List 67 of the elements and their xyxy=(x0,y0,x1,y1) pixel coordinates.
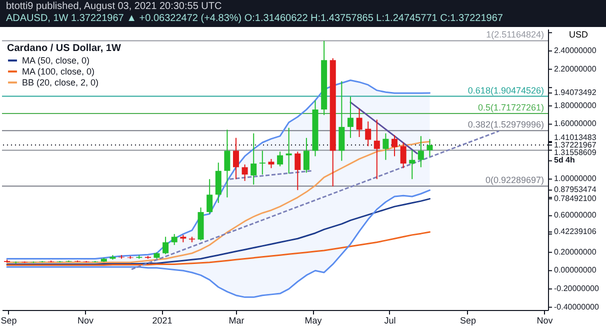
line-series xyxy=(6,189,430,298)
candlestick xyxy=(250,132,257,186)
chart-title: btotti9 published, August 03, 2021 20:30:55 UTC xyxy=(6,1,223,13)
candlestick xyxy=(277,151,284,167)
y-tick-label: -0.20000000 xyxy=(554,284,600,293)
y-tick-label: 0.78492100 xyxy=(554,194,597,203)
line-series xyxy=(6,198,430,265)
candlestick xyxy=(303,137,310,174)
candlestick xyxy=(365,120,372,147)
ref-line-label: 0.5(1.71727261) xyxy=(478,102,544,112)
y-tick-label: -0.40000000 xyxy=(554,302,600,312)
x-tick-label: Mar xyxy=(228,316,244,326)
candlestick xyxy=(162,236,169,255)
x-tick-label: May xyxy=(304,316,322,326)
candlestick xyxy=(426,138,433,157)
candlestick xyxy=(206,178,213,214)
line-series xyxy=(6,80,430,260)
candlestick xyxy=(392,134,398,157)
candlestick xyxy=(233,137,239,180)
x-tick-label: Nov xyxy=(78,316,94,326)
y-tick-label: 1.31558609 xyxy=(554,148,597,158)
y-tick-label: 0.00000000 xyxy=(554,266,597,275)
candlestick xyxy=(268,158,274,169)
y-tick-label: 0.42239106 xyxy=(554,226,597,236)
y-tick-label: 0.60000000 xyxy=(554,210,597,220)
candlestick xyxy=(356,108,362,138)
candlestick xyxy=(224,129,230,198)
legend-label: MA (100, close, 0) xyxy=(22,66,95,76)
y-tick-label: 2.20000000 xyxy=(554,64,597,74)
legend-label: BB (20, close, 2, 0) xyxy=(22,78,99,88)
ref-line-label: 0.618(1.90474526) xyxy=(468,85,544,96)
candlestick xyxy=(242,164,248,182)
candlestick xyxy=(400,142,406,169)
candlestick xyxy=(347,96,354,138)
y-tick-label: 1.41013483 xyxy=(554,133,597,142)
candlestick xyxy=(215,162,222,204)
chart-subtitle: ADAUSD, 1W 1.37221967 ▲ +0.06322472 (+4.83%) O:1.31460622 H:1.43757865 L:1.24745771 C:1.37221967 xyxy=(6,13,504,25)
candlestick xyxy=(259,150,266,176)
ref-line-label: 0.382(1.52979996) xyxy=(468,120,544,130)
legend-title: Cardano / US Dollar, 1W xyxy=(7,43,122,54)
line-series xyxy=(6,231,430,266)
text: 5d 4h xyxy=(554,156,576,165)
x-tick-label: Jul xyxy=(384,316,396,326)
candlestick xyxy=(382,132,389,160)
candlestick xyxy=(171,234,178,246)
candlestick xyxy=(294,151,301,191)
candlestick xyxy=(374,119,380,180)
y-tick-label: 1.80000000 xyxy=(554,100,597,110)
y-axis-title: USD xyxy=(568,30,588,40)
y-tick-label: 1.94073492 xyxy=(554,88,597,98)
candlestick xyxy=(418,136,424,168)
x-tick-label: Sep xyxy=(460,316,476,326)
y-tick-label: 1.37221967 xyxy=(554,140,597,150)
candlestick xyxy=(409,149,416,180)
y-tick-label: 1.60000000 xyxy=(554,119,597,128)
ref-line-label: 0(0.92289697) xyxy=(485,175,544,186)
y-tick-label: 0.20000000 xyxy=(554,247,597,256)
y-tick-label: 0.87953474 xyxy=(554,185,597,194)
y-tick-label: 1.00000000 xyxy=(554,174,597,184)
candlestick xyxy=(338,80,345,162)
legend-label: MA (50, close, 0) xyxy=(22,56,90,66)
x-tick-label: 2021 xyxy=(152,316,172,326)
y-tick-label: 2.40000000 xyxy=(554,46,597,55)
x-tick-label: Sep xyxy=(0,316,17,326)
candlestick xyxy=(286,127,292,174)
x-tick-label: Nov xyxy=(536,316,554,326)
ref-line-label: 1(2.51164824) xyxy=(486,30,544,40)
